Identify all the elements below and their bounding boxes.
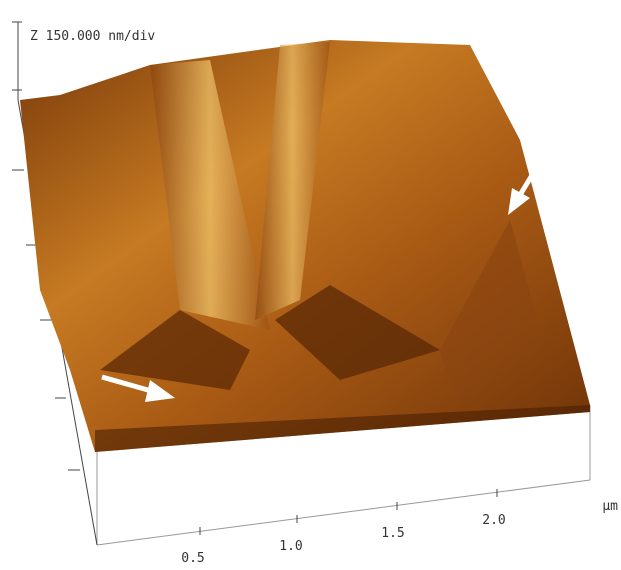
surface (20, 40, 590, 452)
x-unit: µm (602, 499, 618, 514)
arrows (101, 160, 543, 402)
x-tick-label: 0.5 (181, 551, 204, 566)
z-scale-label: Z 150.000 nm/div (30, 29, 155, 44)
x-tick-label: 2.0 (482, 513, 505, 528)
x-tick-label: 1.0 (279, 539, 302, 554)
x-ticks (199, 489, 498, 535)
x-tick-label: 1.5 (381, 526, 404, 541)
